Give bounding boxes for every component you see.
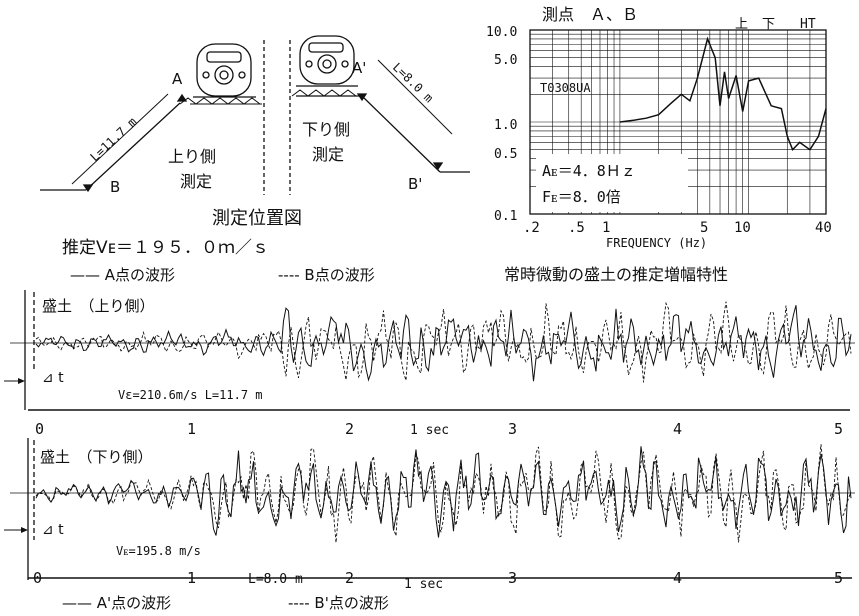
wave2-len: L=8.0 m [248, 572, 303, 587]
wave2-tick-0: 0 [33, 569, 42, 587]
measure-up-label: 測定 [180, 172, 212, 191]
mark-up: 上 [735, 17, 748, 32]
wave1-tick-5: 5 [834, 420, 843, 438]
mark-down: 下 [762, 17, 775, 32]
spectrum-title: 測点 Ａ、Ｂ [542, 5, 638, 24]
side-down-label: 下り側 [302, 120, 350, 139]
wave2-legend-a: —— A'点の波形 [62, 594, 171, 612]
wave1-tick-0: 0 [35, 420, 44, 438]
wave2-sec: 1 sec [404, 577, 443, 592]
legend-b: ---- B点の波形 [278, 266, 375, 284]
ytick-5: 5.0 [494, 53, 517, 68]
waveform-up [4, 290, 855, 411]
diagram-caption: 測定位置図 [212, 208, 302, 229]
ytick-05: 0.5 [494, 147, 517, 162]
length-up: L=11.7 m [87, 115, 139, 165]
wave2-title: 盛土 （下り側） [40, 448, 153, 466]
xtick-40: 40 [815, 220, 832, 236]
position-diagram [40, 35, 470, 195]
wave1-tick-2: 2 [345, 420, 354, 438]
label-a: A [172, 70, 183, 88]
ytick-1: 1.0 [494, 118, 517, 133]
ae-value: Aᴇ＝4．8Ｈｚ [542, 162, 636, 180]
wave2-info: Vᴇ=195.8 m/s [116, 544, 201, 558]
ytick-10: 10.0 [486, 25, 517, 40]
spectrum-xlabel: FREQUENCY (Hz) [606, 236, 707, 250]
legend-a: —— A点の波形 [70, 266, 175, 284]
wave1-dt: ⊿ t [42, 370, 64, 386]
wave1-tick-1: 1 [187, 420, 196, 438]
wave2-tick-5: 5 [834, 569, 843, 587]
xtick-5: 5 [700, 220, 708, 236]
wave2-tick-3: 3 [508, 569, 517, 587]
spectrum-code: T0308UA [540, 81, 591, 95]
wave-up-a [35, 305, 852, 382]
ve-estimate: 推定Vᴇ＝１９５．０ｍ／ｓ [62, 238, 269, 258]
wave-up-b [35, 301, 852, 383]
spectrum-line [619, 36, 827, 152]
xtick-05: .5 [568, 220, 585, 236]
waveform-down [4, 438, 855, 580]
xtick-1: 1 [602, 220, 610, 236]
train-icon-down [296, 35, 358, 87]
wave2-legend-b: ---- B'点の波形 [288, 594, 389, 612]
wave1-tick-3: 3 [508, 420, 517, 438]
xtick-10: 10 [734, 220, 751, 236]
wave1-info: Vε=210.6m/s L=11.7 m [118, 388, 263, 402]
label-a-prime: A' [352, 59, 366, 77]
wave2-tick-2: 2 [345, 569, 354, 587]
wave-down-b [35, 444, 852, 543]
wave1-title: 盛土 （上り側） [42, 297, 155, 315]
xtick-02: .2 [523, 220, 540, 236]
spectrum-caption: 常時微動の盛土の推定増幅特性 [504, 265, 728, 284]
wave2-tick-1: 1 [187, 569, 196, 587]
wave1-tick-4: 4 [673, 420, 682, 438]
ytick-01: 0.1 [494, 209, 517, 224]
label-b: B [110, 178, 120, 196]
spectrum-chart [529, 29, 827, 215]
side-up-label: 上り側 [168, 147, 216, 166]
length-down: L=8.0 m [390, 60, 436, 105]
mark-ht: HT [800, 17, 816, 32]
wave2-tick-4: 4 [673, 569, 682, 587]
wave-down-a [35, 446, 852, 538]
wave1-sec: 1 sec [410, 423, 449, 438]
ae-box [536, 154, 688, 212]
train-icon-up [190, 43, 262, 105]
wave2-dt: ⊿ t [42, 522, 64, 538]
label-b-prime: B' [408, 175, 422, 193]
fe-value: Fᴇ＝8．0倍 [542, 188, 621, 206]
measure-down-label: 測定 [312, 145, 344, 164]
